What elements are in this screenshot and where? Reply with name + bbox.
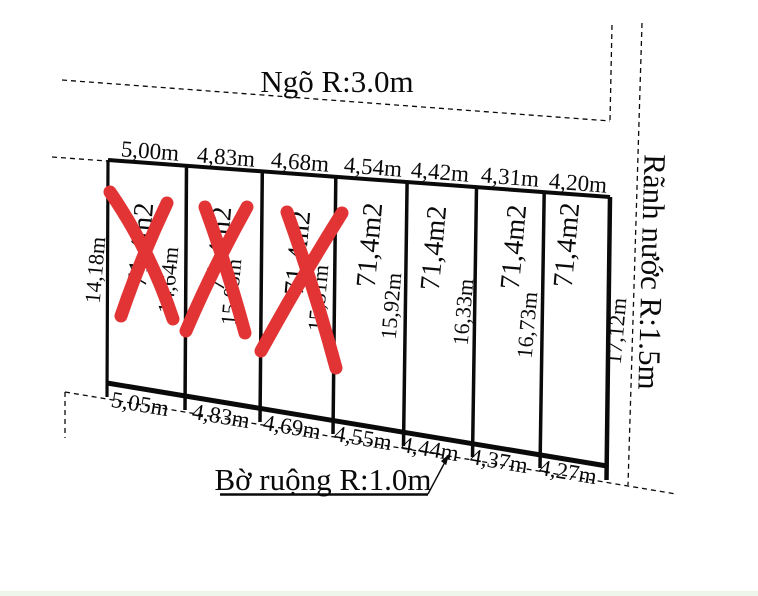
cross-stroke-icon	[198, 200, 252, 340]
cross-stroke-icon	[280, 205, 343, 375]
bottom-dimension-dashed-line	[64, 391, 677, 495]
plot-right-edge	[604, 196, 613, 481]
bottom-width-label-7: 4,27m	[537, 455, 599, 489]
depth-label-divider-5: 16,33m	[448, 278, 479, 347]
leader-arrowhead-icon	[441, 454, 449, 466]
drain-label: Rãnh nước R:1.5m	[631, 154, 672, 390]
top-width-label-6: 4,31m	[480, 162, 540, 191]
sold-cross-plot-3	[254, 205, 349, 375]
plot-divider-6	[538, 192, 546, 469]
depth-label-left-edge: 14,18m	[80, 236, 111, 305]
top-width-label-7: 4,20m	[548, 168, 608, 197]
alley-far-boundary-dashed-line	[61, 79, 611, 122]
plot-divider-5	[470, 187, 479, 458]
area-label-plot-5: 71,4m2	[415, 204, 453, 291]
depth-label-right-edge: 17,12m	[601, 297, 632, 366]
cross-stroke-icon	[114, 196, 174, 323]
bottom-width-label-5: 4,44m	[399, 432, 461, 466]
area-label-plot-4: 71,4m2	[351, 201, 389, 288]
sold-cross-plot-2	[179, 200, 254, 340]
depth-label-divider-4: 15,92m	[376, 272, 407, 341]
alley-label: Ngõ R:3.0m	[260, 64, 413, 99]
bottom-width-label-4: 4,55m	[332, 421, 394, 455]
top-width-label-5: 4,42m	[410, 157, 470, 186]
field-edge-label: Bờ ruộng R:1.0m	[214, 462, 431, 497]
sold-cross-plot-1	[103, 185, 180, 326]
plot-divider-2	[258, 171, 265, 423]
leader-line	[427, 461, 446, 495]
plot-top-boundary	[107, 158, 611, 199]
bottom-width-label-6: 4,37m	[468, 444, 530, 478]
footer-strip	[0, 591, 758, 596]
plot-bottom-boundary	[106, 380, 608, 469]
area-label-plot-6: 71,4m2	[495, 203, 533, 290]
alley-near-stub-dashed-line	[51, 156, 108, 162]
cross-stroke-icon	[179, 200, 254, 338]
top-width-label-1: 5,00m	[120, 136, 180, 165]
plot-divider-1	[183, 165, 189, 411]
area-label-plot-7: 71,4m2	[548, 201, 586, 288]
top-width-label-4: 4,54m	[343, 152, 403, 181]
top-width-label-3: 4,68m	[270, 147, 330, 176]
alley-end-dashed-line	[609, 24, 613, 122]
cross-stroke-icon	[254, 206, 349, 358]
top-width-label-2: 4,83m	[196, 142, 256, 171]
depth-label-divider-6: 16,73m	[512, 291, 543, 360]
plot-divider-4	[401, 181, 409, 447]
